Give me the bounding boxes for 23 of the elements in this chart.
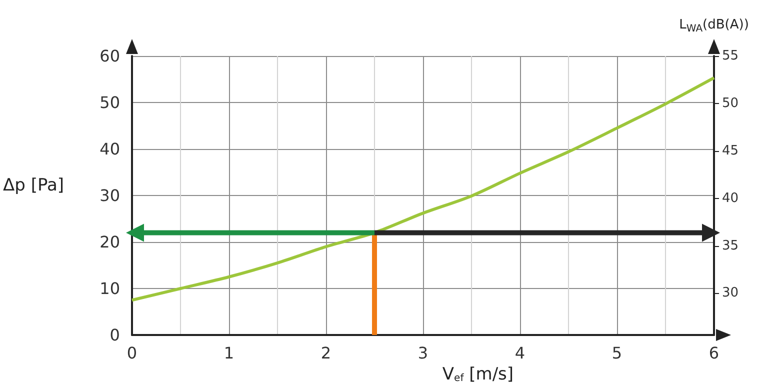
y2-tick-label: 50	[722, 96, 739, 111]
y2-tick-label: 40	[722, 190, 739, 206]
y2-tick-label: 55	[722, 48, 739, 64]
x-tick-label: 1	[224, 344, 234, 362]
line-series	[130, 76, 716, 302]
x-tick-label: 3	[418, 344, 428, 362]
x-tick-label: 4	[514, 344, 526, 362]
y-tick-label: 50	[100, 93, 120, 112]
y2-tick-label: 30	[722, 286, 739, 301]
x-tick-label: 0	[126, 344, 138, 362]
y-tick-label: 30	[100, 186, 120, 205]
y-axis-title: Δp [Pa]	[2, 176, 64, 196]
y-tick-label: 0	[110, 326, 120, 344]
y-tick-label: 60	[100, 46, 120, 66]
x-tick-label: 5	[612, 344, 622, 362]
y2-tick-label: 45	[722, 143, 739, 158]
x-tick-label: 6	[708, 344, 720, 362]
x-axis-title: Vef [m/s]	[442, 364, 514, 384]
y-tick-label: 40	[100, 140, 120, 158]
x-tick-label: 2	[320, 344, 332, 362]
y2-tick-label: 35	[722, 238, 739, 254]
y-tick-label: 20	[100, 232, 120, 252]
y-tick-label: 10	[100, 279, 120, 298]
